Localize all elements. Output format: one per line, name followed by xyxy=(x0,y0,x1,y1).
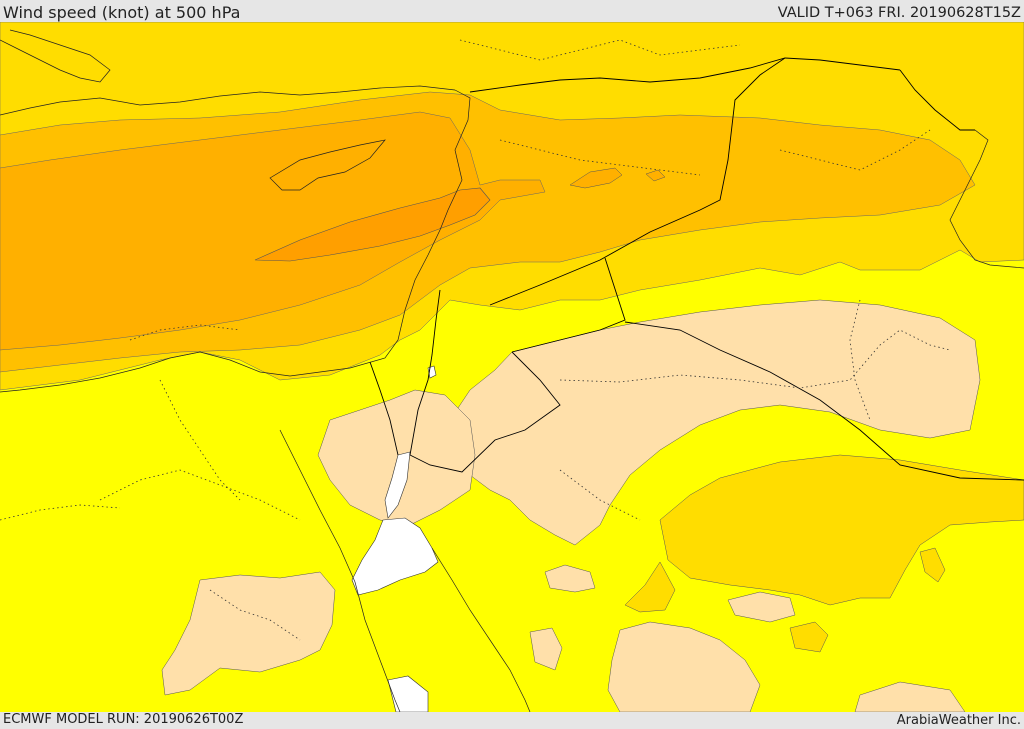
border-turkey-syria xyxy=(469,57,901,93)
wind-contour-high-small xyxy=(569,167,623,189)
wind-contour-very-light-southwest xyxy=(161,571,336,696)
internal-boundaries xyxy=(0,39,951,641)
valid-time-label: VALID T+063 FRI. 20190628T15Z xyxy=(777,5,1021,21)
coastline-red-sea-west xyxy=(279,429,401,712)
border-syria-iraq xyxy=(489,57,786,306)
map-title: Wind speed (knot) at 500 hPa xyxy=(3,3,241,22)
wind-contour-medium-high xyxy=(0,111,546,351)
wind-contour-medium-low-small-3 xyxy=(919,547,946,583)
coastline-mediterranean-east xyxy=(0,89,471,393)
border-jordan-saudi-south xyxy=(409,351,561,473)
border-israel-jordan xyxy=(409,289,441,456)
wind-contour-high xyxy=(254,187,491,262)
coastline-red-sea-east xyxy=(431,547,531,712)
model-run-label: ECMWF MODEL RUN: 20190626T00Z xyxy=(3,712,244,727)
water-red-sea-patch xyxy=(387,675,429,712)
wind-contour-very-light-small-3 xyxy=(529,627,563,671)
map-header: Wind speed (knot) at 500 hPa VALID T+063… xyxy=(0,0,1024,22)
border-iraq-saudi xyxy=(624,321,1024,481)
wind-contour-very-light-south xyxy=(607,621,761,712)
coastline-turkey-south xyxy=(0,85,456,116)
wind-contour-medium-low-small-1 xyxy=(624,561,676,613)
wind-contour-high-dot xyxy=(645,169,666,182)
wind-contour-very-light-east xyxy=(449,299,981,546)
wind-contour-medium-low-small-2 xyxy=(789,621,829,653)
wind-contour-very-light-small-2 xyxy=(727,591,796,623)
border-iran-iraq xyxy=(899,69,975,131)
border-jordan-saudi xyxy=(511,257,626,353)
credit-label: ArabiaWeather Inc. xyxy=(896,713,1021,728)
coastline-caspian-approach xyxy=(949,129,1024,269)
wind-contour-very-light-sinai xyxy=(317,389,476,526)
water-gulf-of-aqaba-region xyxy=(351,517,439,596)
map-canvas xyxy=(0,22,1024,712)
wind-contour-medium-low-southeast xyxy=(659,454,1024,606)
map-footer: ECMWF MODEL RUN: 20190626T00Z ArabiaWeat… xyxy=(0,712,1024,729)
border-egypt-israel xyxy=(369,361,399,456)
water-dead-sea xyxy=(384,451,411,519)
coastline-aegean xyxy=(0,29,111,83)
wind-contour-very-light-small-1 xyxy=(544,564,596,593)
wind-contour-very-light-southeast xyxy=(854,681,966,712)
wind-speed-map xyxy=(0,22,1024,712)
coastline-cyprus xyxy=(269,139,386,191)
